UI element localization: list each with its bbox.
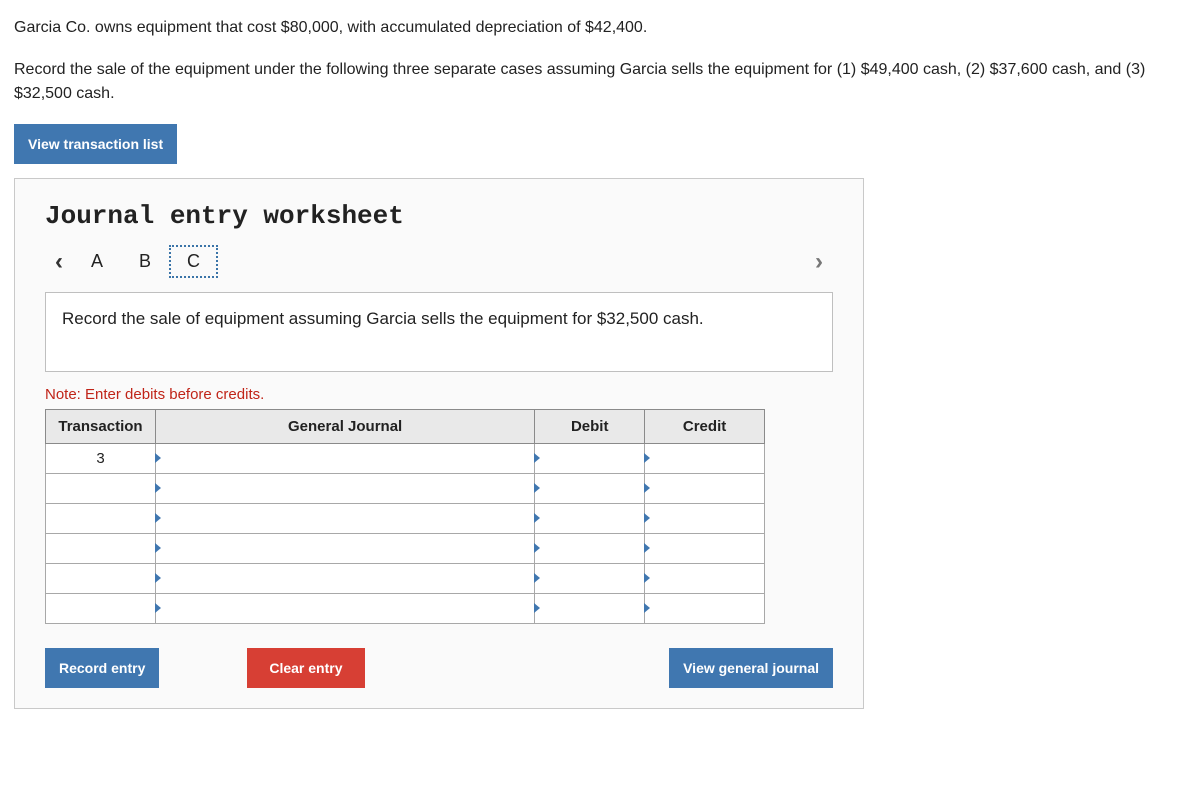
cell-credit[interactable] <box>645 443 765 473</box>
dropdown-marker-icon <box>534 483 540 493</box>
cell-transaction[interactable] <box>46 473 156 503</box>
cell-debit[interactable] <box>535 533 645 563</box>
view-transaction-list-button[interactable]: View transaction list <box>14 124 177 164</box>
note-text: Note: Enter debits before credits. <box>45 386 833 403</box>
table-row <box>46 473 765 503</box>
cell-credit[interactable] <box>645 593 765 623</box>
dropdown-marker-icon <box>155 573 161 583</box>
dropdown-marker-icon <box>155 453 161 463</box>
cell-general-journal[interactable] <box>155 563 534 593</box>
cell-transaction[interactable] <box>46 593 156 623</box>
problem-para-2: Record the sale of the equipment under t… <box>14 58 1186 106</box>
cell-debit[interactable] <box>535 563 645 593</box>
table-row: 3 <box>46 443 765 473</box>
cell-credit[interactable] <box>645 563 765 593</box>
problem-statement: Garcia Co. owns equipment that cost $80,… <box>14 16 1186 106</box>
cell-general-journal[interactable] <box>155 533 534 563</box>
prev-arrow-icon[interactable]: ‹ <box>45 248 73 276</box>
tab-c[interactable]: C <box>169 245 218 278</box>
cell-general-journal[interactable] <box>155 593 534 623</box>
cell-general-journal[interactable] <box>155 443 534 473</box>
dropdown-marker-icon <box>644 603 650 613</box>
journal-entry-worksheet-panel: Journal entry worksheet ‹ A B C › Record… <box>14 178 864 709</box>
dropdown-marker-icon <box>644 513 650 523</box>
col-header-transaction: Transaction <box>46 409 156 443</box>
action-row: Record entry Clear entry View general jo… <box>45 648 833 688</box>
cell-debit[interactable] <box>535 443 645 473</box>
table-row <box>46 563 765 593</box>
table-row <box>46 533 765 563</box>
dropdown-marker-icon <box>155 513 161 523</box>
dropdown-marker-icon <box>155 603 161 613</box>
dropdown-marker-icon <box>534 453 540 463</box>
cell-transaction[interactable] <box>46 503 156 533</box>
dropdown-marker-icon <box>155 483 161 493</box>
cell-general-journal[interactable] <box>155 473 534 503</box>
record-entry-button[interactable]: Record entry <box>45 648 159 688</box>
dropdown-marker-icon <box>644 483 650 493</box>
tab-row: ‹ A B C › <box>45 245 833 278</box>
cell-credit[interactable] <box>645 473 765 503</box>
dropdown-marker-icon <box>534 513 540 523</box>
tab-b[interactable]: B <box>121 245 169 278</box>
cell-transaction[interactable]: 3 <box>46 443 156 473</box>
cell-transaction[interactable] <box>46 533 156 563</box>
dropdown-marker-icon <box>534 573 540 583</box>
dropdown-marker-icon <box>644 453 650 463</box>
dropdown-marker-icon <box>155 543 161 553</box>
cell-credit[interactable] <box>645 533 765 563</box>
dropdown-marker-icon <box>644 543 650 553</box>
clear-entry-button[interactable]: Clear entry <box>247 648 364 688</box>
cell-debit[interactable] <box>535 473 645 503</box>
table-row <box>46 503 765 533</box>
dropdown-marker-icon <box>534 543 540 553</box>
cell-debit[interactable] <box>535 503 645 533</box>
cell-transaction[interactable] <box>46 563 156 593</box>
table-row <box>46 593 765 623</box>
journal-table: Transaction General Journal Debit Credit… <box>45 409 765 624</box>
dropdown-marker-icon <box>534 603 540 613</box>
tab-a[interactable]: A <box>73 245 121 278</box>
col-header-general-journal: General Journal <box>155 409 534 443</box>
instruction-box: Record the sale of equipment assuming Ga… <box>45 292 833 372</box>
view-general-journal-button[interactable]: View general journal <box>669 648 833 688</box>
next-arrow-icon[interactable]: › <box>805 248 833 276</box>
worksheet-title: Journal entry worksheet <box>45 201 833 231</box>
problem-para-1: Garcia Co. owns equipment that cost $80,… <box>14 16 1186 40</box>
dropdown-marker-icon <box>644 573 650 583</box>
col-header-debit: Debit <box>535 409 645 443</box>
cell-credit[interactable] <box>645 503 765 533</box>
col-header-credit: Credit <box>645 409 765 443</box>
journal-table-body: 3 <box>46 443 765 623</box>
cell-general-journal[interactable] <box>155 503 534 533</box>
cell-debit[interactable] <box>535 593 645 623</box>
